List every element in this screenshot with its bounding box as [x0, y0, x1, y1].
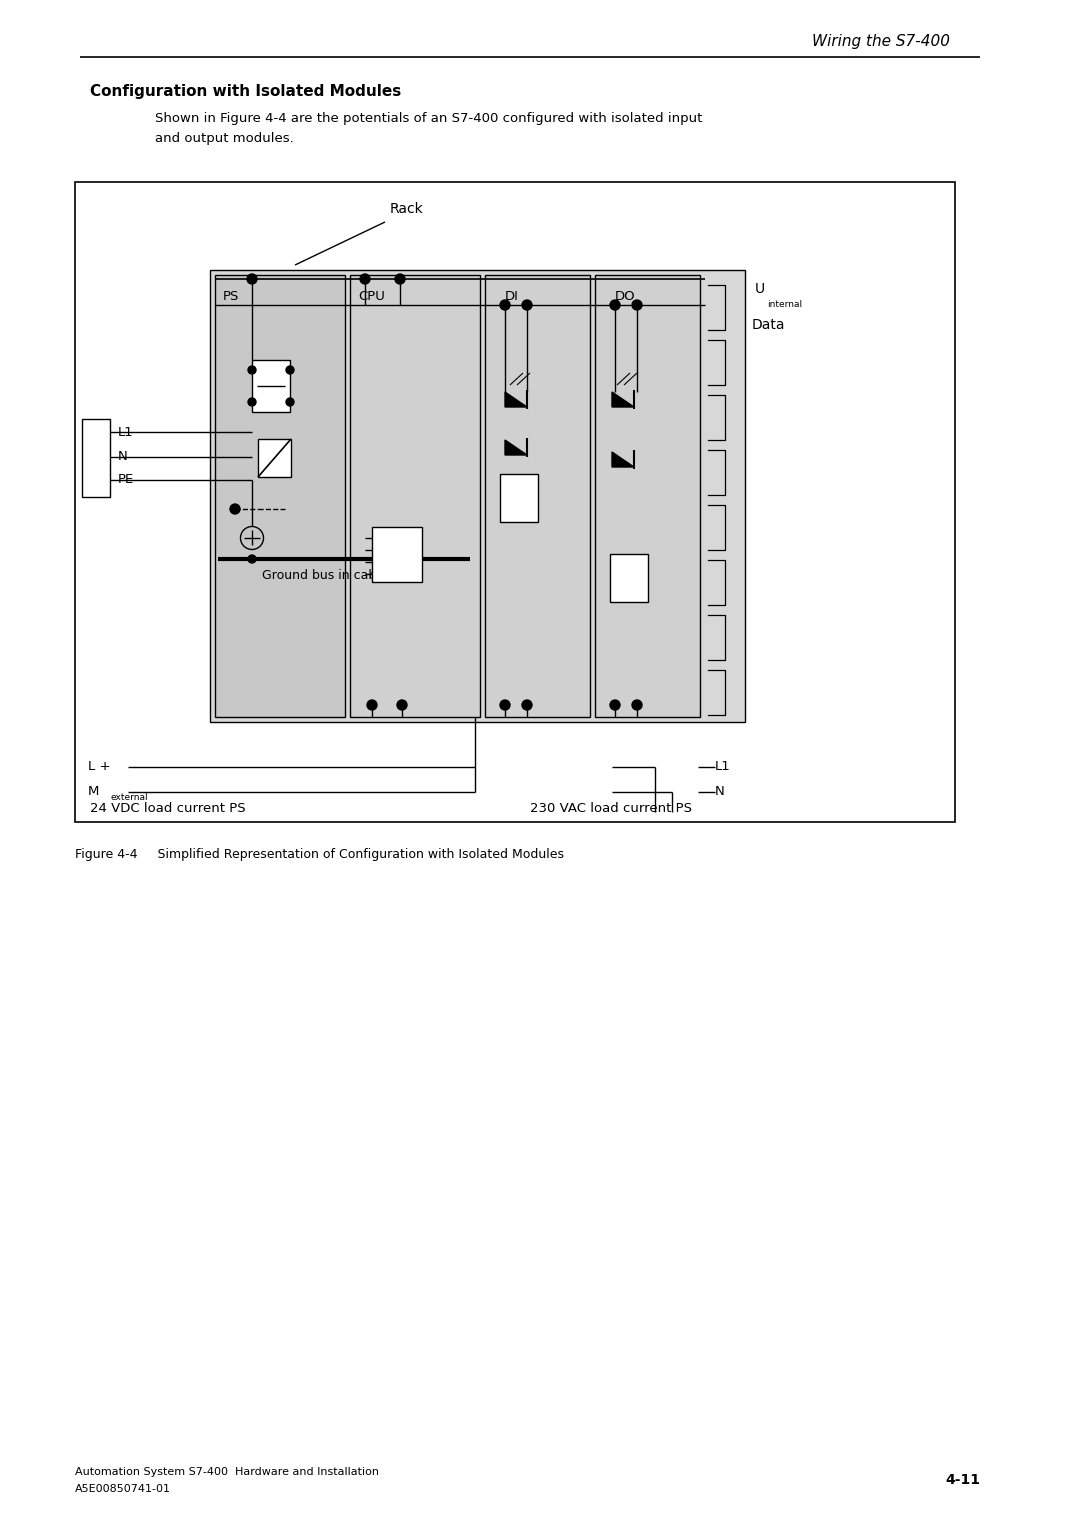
Circle shape [500, 699, 510, 710]
Circle shape [522, 299, 532, 310]
Bar [372, 527, 422, 582]
Text: DO: DO [615, 290, 636, 304]
Circle shape [248, 554, 256, 563]
Text: 24 VDC load current PS: 24 VDC load current PS [90, 803, 245, 815]
Text: DI: DI [505, 290, 518, 304]
Text: M: M [87, 785, 99, 799]
Circle shape [395, 273, 405, 284]
Text: Automation System S7-400  Hardware and Installation: Automation System S7-400 Hardware and In… [75, 1467, 379, 1477]
Text: L1: L1 [715, 760, 731, 774]
Circle shape [230, 504, 240, 515]
Text: A5E00850741-01: A5E00850741-01 [75, 1484, 171, 1493]
Text: and output modules.: and output modules. [156, 133, 294, 145]
Bar [258, 438, 291, 476]
Circle shape [360, 273, 370, 284]
Bar [485, 275, 590, 718]
Bar [75, 182, 955, 822]
Circle shape [248, 366, 256, 374]
Circle shape [610, 699, 620, 710]
Circle shape [397, 699, 407, 710]
Bar [500, 473, 538, 522]
Text: 230 VAC load current PS: 230 VAC load current PS [530, 803, 692, 815]
Circle shape [500, 299, 510, 310]
Text: Configuration with Isolated Modules: Configuration with Isolated Modules [90, 84, 402, 99]
Bar [82, 418, 110, 496]
Bar [252, 360, 291, 412]
Circle shape [286, 399, 294, 406]
Circle shape [522, 699, 532, 710]
Text: Shown in Figure 4-4 are the potentials of an S7-400 configured with isolated inp: Shown in Figure 4-4 are the potentials o… [156, 113, 702, 125]
Bar [215, 275, 345, 718]
Text: U: U [755, 282, 765, 296]
Text: PS: PS [222, 290, 240, 304]
Circle shape [286, 366, 294, 374]
Circle shape [367, 699, 377, 710]
Text: L +: L + [87, 760, 110, 774]
Text: L1: L1 [118, 426, 134, 438]
Bar [350, 275, 480, 718]
Polygon shape [505, 392, 527, 408]
Text: Ground bus in cabinet: Ground bus in cabinet [262, 570, 401, 582]
Text: N: N [715, 785, 725, 799]
Circle shape [610, 299, 620, 310]
Polygon shape [505, 440, 527, 455]
Text: Data: Data [752, 318, 785, 331]
Circle shape [632, 699, 642, 710]
Bar [210, 270, 745, 722]
Text: Rack: Rack [390, 202, 423, 215]
Text: Wiring the S7-400: Wiring the S7-400 [812, 35, 950, 49]
Polygon shape [612, 452, 634, 467]
Text: CPU: CPU [357, 290, 384, 304]
Text: 4-11: 4-11 [945, 1474, 980, 1487]
Circle shape [247, 273, 257, 284]
Circle shape [248, 399, 256, 406]
Bar [610, 554, 648, 602]
Bar [595, 275, 700, 718]
Polygon shape [612, 392, 634, 408]
Circle shape [632, 299, 642, 310]
Text: N: N [118, 450, 127, 464]
Text: external: external [110, 794, 148, 803]
Text: Figure 4-4     Simplified Representation of Configuration with Isolated Modules: Figure 4-4 Simplified Representation of … [75, 849, 564, 861]
Text: PE: PE [118, 473, 134, 487]
Text: internal: internal [767, 301, 802, 310]
